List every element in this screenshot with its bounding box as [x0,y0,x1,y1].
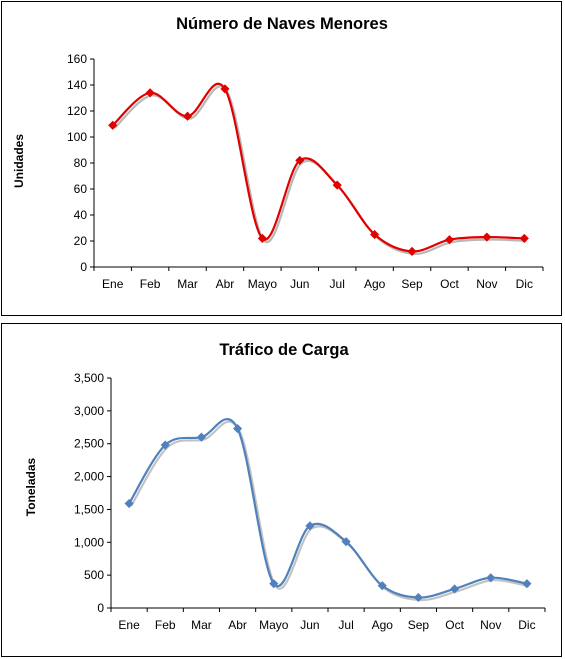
x-tick-label: Mayo [248,277,278,291]
data-point-marker [145,88,155,98]
x-tick-label: Mar [191,618,212,632]
data-point-marker [160,440,170,450]
y-tick-label: 60 [74,182,88,196]
x-tick-label: Feb [140,277,161,291]
chart-trafico-carga: Tráfico de Carga Toneladas 0 500 1,000 1,50… [24,341,546,632]
chart-panel-carga: Tráfico de Carga Toneladas 0 500 1,000 1,50… [1,323,562,657]
y-tick-label: 2,000 [74,470,104,484]
y-tick-label: 100 [67,130,87,144]
x-tick-label: Mayo [259,618,289,632]
data-point-marker [522,579,532,589]
x-tick-label: Mar [177,277,198,291]
data-point-marker [413,592,423,603]
x-tick-label: Ago [372,618,394,632]
data-point-marker [341,537,351,547]
x-tick-label: Oct [445,618,464,632]
y-tick-label: 500 [84,568,104,582]
y-axis-label: Unidades [12,134,26,188]
data-point-marker [295,155,305,165]
y-tick-label: 0 [80,260,87,274]
series-line-shadow [130,420,530,602]
x-tick-label: Feb [155,618,176,632]
data-point-marker [519,233,529,243]
x-tick-label: Nov [480,618,501,632]
data-point-marker [332,180,342,190]
x-tick-label: Nov [476,277,497,291]
x-tick-label: Sep [401,277,423,291]
y-tick-label: 1,500 [74,502,104,516]
x-tick-label: Dic [518,618,535,632]
x-tick-label: Jul [338,618,353,632]
data-point-marker [182,111,193,121]
y-tick-label: 1,000 [74,535,104,549]
y-tick-label: 3,500 [74,371,104,385]
y-axis-label: Toneladas [24,457,38,516]
data-point-marker [444,235,455,245]
y-tick-label: 120 [67,104,87,118]
x-tick-label: Ene [102,277,124,291]
x-tick-label: Sep [408,618,430,632]
data-point-marker [305,521,315,531]
series-line [111,82,525,253]
data-point-marker [108,120,118,130]
data-point-marker [233,424,243,434]
data-point-marker [220,84,230,94]
data-point-marker [377,581,387,591]
x-tick-label: Jul [330,277,345,291]
y-tick-label: 80 [74,156,88,170]
data-point-marker [370,229,380,240]
data-point-marker [486,573,496,583]
data-point-marker [269,579,279,589]
data-point-marker [482,232,492,242]
chart-naves-menores: Número de Naves Menores Unidades 0 20 40 60… [12,15,544,291]
y-tick-label: 160 [67,52,87,66]
chart-panel-naves: Número de Naves Menores Unidades 0 20 40 60… [1,1,562,316]
y-tick-label: 140 [67,78,87,92]
y-tick-label: 3,000 [74,404,104,418]
x-tick-label: Ene [118,618,140,632]
x-tick-label: Dic [516,277,533,291]
x-tick-label: Jun [300,618,319,632]
y-tick-label: 2,500 [74,437,104,451]
y-tick-label: 20 [74,234,88,248]
series-line [128,418,528,599]
x-tick-label: Abr [228,618,247,632]
x-tick-label: Abr [216,277,235,291]
x-tick-label: Ago [364,277,386,291]
data-point-marker [407,246,417,256]
data-point-marker [450,584,460,594]
chart-title: Tráfico de Carga [219,341,349,359]
y-tick-label: 0 [97,601,104,615]
data-point-marker [196,432,206,442]
data-point-marker [124,498,134,509]
chart-title: Número de Naves Menores [176,15,388,33]
data-point-marker [257,233,267,243]
y-tick-label: 40 [74,208,88,222]
x-tick-label: Jun [290,277,309,291]
x-tick-label: Oct [440,277,459,291]
